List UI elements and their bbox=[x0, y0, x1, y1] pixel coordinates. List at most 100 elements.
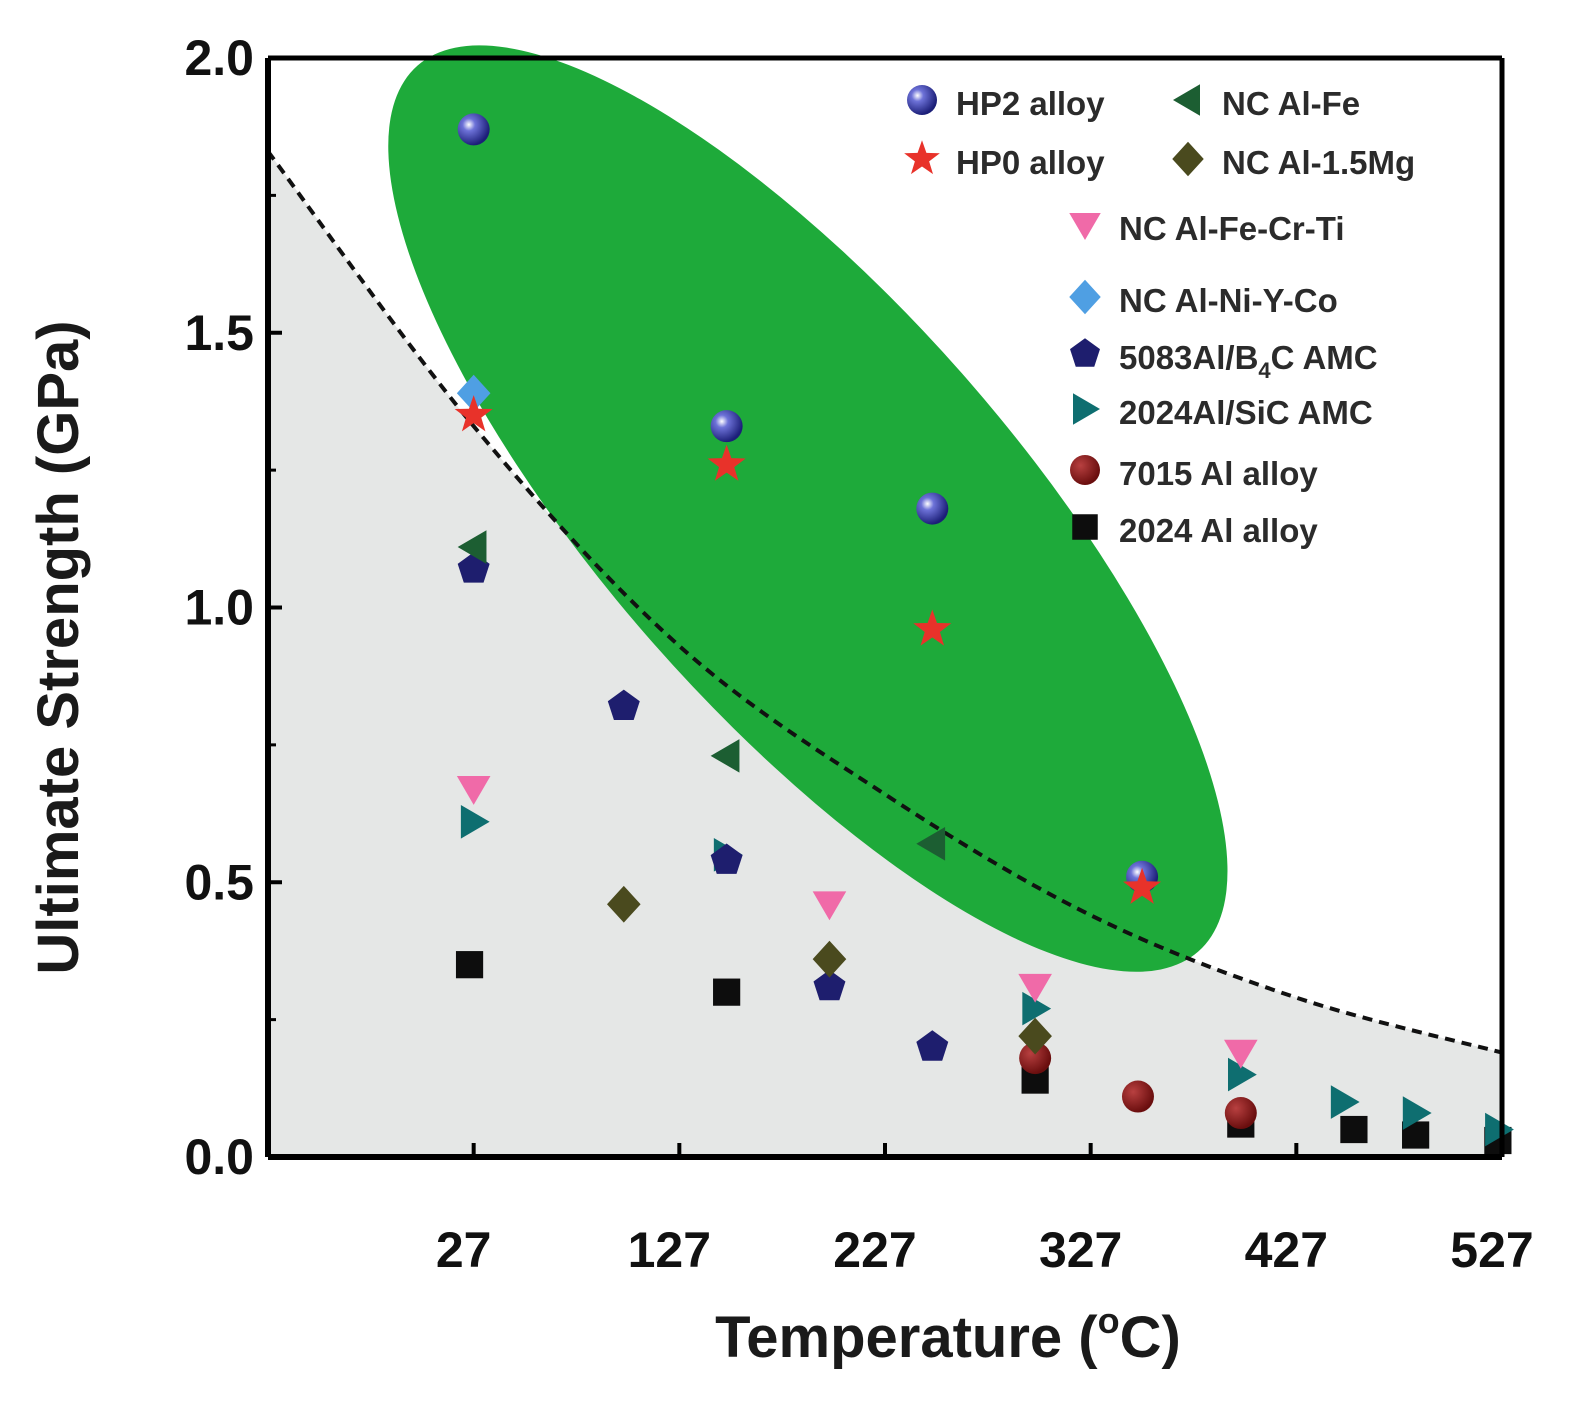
legend-marker-nc-al-1-5mg bbox=[1172, 141, 1204, 177]
point-nc-al-fe-cr-ti-0 bbox=[456, 776, 491, 805]
legend-label-tail: C AMC bbox=[1271, 339, 1378, 376]
legend-label-main: NC Al-1.5Mg bbox=[1222, 144, 1415, 181]
legend-item-7015-al-alloy: 7015 Al alloy bbox=[1070, 455, 1318, 492]
legend-item-hp2-alloy: HP2 alloy bbox=[907, 85, 1105, 122]
highlight-region bbox=[388, 45, 1228, 972]
legend-label-2024-al-alloy: 2024 Al alloy bbox=[1119, 512, 1318, 549]
y-tick-label-4: 2.0 bbox=[184, 30, 254, 86]
legend-item-hp0-alloy: HP0 alloy bbox=[904, 140, 1105, 181]
point-2024al-sic-amc-5 bbox=[1402, 1096, 1432, 1130]
x-axis-title-prefix: Temperature ( bbox=[715, 1305, 1098, 1370]
legend-label-nc-al-1-5mg: NC Al-1.5Mg bbox=[1222, 144, 1415, 181]
point-2024al-sic-amc-3 bbox=[1228, 1057, 1257, 1092]
x-tick-label-2: 227 bbox=[833, 1222, 916, 1278]
point-2024al-sic-amc-0 bbox=[460, 805, 490, 839]
legend-label-hp0-alloy: HP0 alloy bbox=[956, 144, 1105, 181]
legend-label-main: NC Al-Ni-Y-Co bbox=[1119, 282, 1338, 319]
legend-item-nc-al-fe-cr-ti: NC Al-Fe-Cr-Ti bbox=[1069, 210, 1345, 247]
x-axis-title-suffix: C) bbox=[1120, 1305, 1181, 1370]
point-5083al-b4c-amc-1 bbox=[607, 689, 640, 721]
y-tick-label-0: 0.0 bbox=[184, 1129, 254, 1185]
point-5083al-b4c-amc-2 bbox=[710, 843, 743, 874]
x-tick-label-3: 327 bbox=[1039, 1222, 1122, 1278]
regions-layer bbox=[266, 45, 1503, 1158]
legend-label-main: 2024 Al alloy bbox=[1119, 512, 1318, 549]
x-tick-label-4: 427 bbox=[1245, 1222, 1328, 1278]
legend-marker-nc-al-fe-cr-ti bbox=[1069, 213, 1101, 240]
point-2024al-sic-amc-4 bbox=[1330, 1085, 1360, 1119]
point-hp2-alloy-2 bbox=[916, 492, 949, 525]
point-2024-al-alloy-4 bbox=[1340, 1115, 1368, 1144]
point-7015-al-alloy-1 bbox=[1121, 1080, 1154, 1113]
legend-item-nc-al-ni-y-co: NC Al-Ni-Y-Co bbox=[1069, 279, 1338, 319]
y-tick-label-2: 1.0 bbox=[184, 580, 254, 636]
point-nc-al-1-5mg-0 bbox=[607, 885, 641, 923]
points-layer bbox=[454, 113, 1514, 1155]
boundary-curve bbox=[266, 150, 1503, 1055]
y-tick-label-1: 0.5 bbox=[184, 854, 254, 910]
legend-label-nc-al-fe: NC Al-Fe bbox=[1222, 85, 1360, 122]
point-7015-al-alloy-0 bbox=[1019, 1042, 1052, 1075]
legend-label-main: NC Al-Fe-Cr-Ti bbox=[1119, 210, 1345, 247]
legend-label-main: 7015 Al alloy bbox=[1119, 455, 1318, 492]
legend-label-main: HP2 alloy bbox=[956, 85, 1105, 122]
legend-marker-5083al-b4c-amc bbox=[1070, 338, 1100, 367]
legend-label-nc-al-fe-cr-ti: NC Al-Fe-Cr-Ti bbox=[1119, 210, 1345, 247]
legend-item-2024al-sic-amc: 2024Al/SiC AMC bbox=[1073, 393, 1373, 431]
legend-label-nc-al-ni-y-co: NC Al-Ni-Y-Co bbox=[1119, 282, 1338, 319]
y-tick-label-3: 1.5 bbox=[184, 305, 254, 361]
point-2024-al-alloy-1 bbox=[713, 978, 741, 1006]
legend-label-main: NC Al-Fe bbox=[1222, 85, 1360, 122]
point-nc-al-fe-0 bbox=[457, 530, 487, 564]
x-tick-label-5: 527 bbox=[1450, 1222, 1533, 1278]
point-nc-al-fe-cr-ti-2 bbox=[1018, 973, 1052, 1003]
legend-label-7015-al-alloy: 7015 Al alloy bbox=[1119, 455, 1318, 492]
x-tick-label-1: 127 bbox=[628, 1222, 711, 1278]
x-tick-label-0: 27 bbox=[436, 1222, 492, 1278]
legend-marker-hp2-alloy bbox=[907, 85, 937, 115]
legend-label-main: 5083Al/B bbox=[1119, 339, 1258, 376]
legend-marker-2024-al-alloy bbox=[1072, 514, 1098, 540]
point-nc-al-1-5mg-1 bbox=[812, 940, 847, 978]
legend-item-5083al-b4c-amc: 5083Al/B4C AMC bbox=[1070, 338, 1378, 383]
point-hp0-alloy-3 bbox=[1123, 867, 1162, 904]
point-nc-al-fe-cr-ti-3 bbox=[1224, 1039, 1258, 1069]
x-axis-title: Temperature (oC) bbox=[715, 1300, 1181, 1370]
legend-label-main: HP0 alloy bbox=[956, 144, 1105, 181]
point-hp0-alloy-0 bbox=[454, 395, 493, 432]
legend-marker-7015-al-alloy bbox=[1070, 455, 1100, 485]
point-nc-al-fe-cr-ti-1 bbox=[812, 891, 847, 921]
legend-label-2024al-sic-amc: 2024Al/SiC AMC bbox=[1119, 394, 1373, 431]
legend-marker-hp0-alloy bbox=[904, 140, 940, 175]
legend-marker-2024al-sic-amc bbox=[1073, 393, 1100, 425]
grey-region bbox=[268, 151, 1502, 1158]
legend-label-5083al-b4c-amc: 5083Al/B4C AMC bbox=[1119, 339, 1378, 383]
legend-marker-nc-al-ni-y-co bbox=[1069, 279, 1101, 315]
legend-label-subscript: 4 bbox=[1258, 358, 1271, 383]
legend-item-nc-al-fe: NC Al-Fe bbox=[1173, 84, 1360, 122]
point-hp2-alloy-0 bbox=[457, 113, 490, 146]
point-nc-al-1-5mg-2 bbox=[1018, 1017, 1052, 1055]
point-5083al-b4c-amc-4 bbox=[916, 1030, 949, 1061]
point-nc-al-fe-2 bbox=[916, 826, 946, 861]
legend-item-2024-al-alloy: 2024 Al alloy bbox=[1072, 512, 1318, 549]
point-5083al-b4c-amc-3 bbox=[813, 969, 846, 1001]
point-hp2-alloy-1 bbox=[710, 410, 743, 443]
point-2024al-sic-amc-2 bbox=[1022, 991, 1052, 1026]
legend-label-main: 2024Al/SiC AMC bbox=[1119, 394, 1373, 431]
legend-label-hp2-alloy: HP2 alloy bbox=[956, 85, 1105, 122]
point-7015-al-alloy-2 bbox=[1224, 1097, 1257, 1130]
point-hp0-alloy-1 bbox=[707, 444, 746, 481]
axes-layer: 0.0 0.5 1.0 1.5 2.0 27 127 227 327 427 527 Temperat… bbox=[26, 30, 1534, 1370]
point-2024-al-alloy-0 bbox=[455, 951, 484, 979]
point-hp0-alloy-2 bbox=[913, 609, 952, 646]
point-2024al-sic-amc-6 bbox=[1485, 1112, 1514, 1147]
y-axis-title: Ultimate Strength (GPa) bbox=[26, 320, 91, 974]
legend-marker-nc-al-fe bbox=[1173, 84, 1200, 116]
legend: HP2 alloy NC Al-Fe HP0 alloy NC Al-1.5Mg NC … bbox=[904, 84, 1415, 549]
legend-item-nc-al-1-5mg: NC Al-1.5Mg bbox=[1172, 141, 1415, 181]
x-axis-title-degree: o bbox=[1098, 1300, 1120, 1341]
point-nc-al-fe-1 bbox=[710, 739, 740, 773]
